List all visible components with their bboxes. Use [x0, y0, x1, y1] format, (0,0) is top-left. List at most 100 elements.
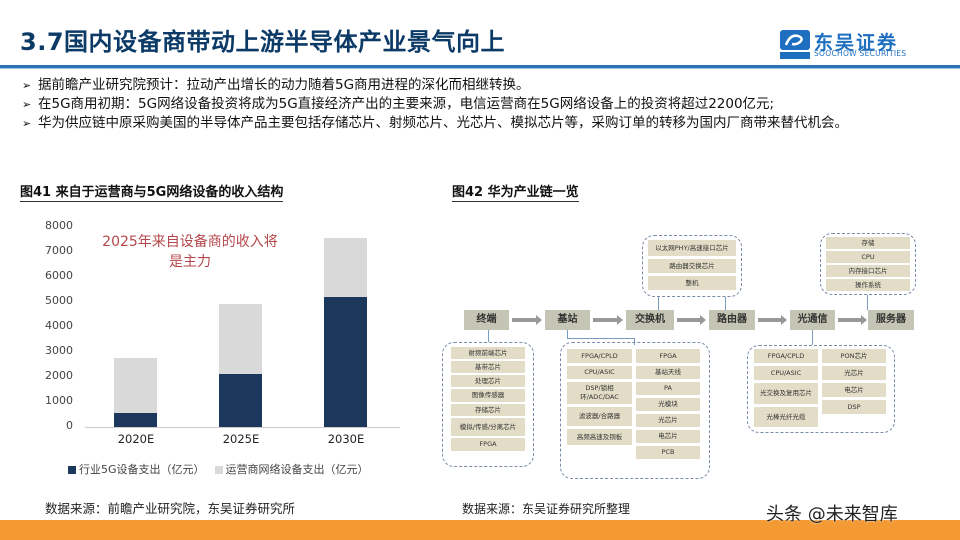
group-cell: 图像传感器: [451, 389, 525, 402]
y-tick: 0: [66, 419, 73, 432]
group-cell: 滤波器/合路器: [567, 407, 632, 426]
y-tick: 2000: [45, 369, 73, 382]
arrow-right-icon: [758, 315, 787, 325]
flow-node-terminal: 终端: [464, 310, 509, 330]
arrow-bullet-icon: ➢: [22, 79, 32, 92]
connector: [725, 297, 726, 310]
connector: [567, 338, 634, 339]
industry-chain-diagram: 以太网PHY/高速接口芯片 路由器交换芯片 整机 存储 CPU 内存接口芯片 操…: [430, 225, 950, 490]
connector: [567, 330, 568, 338]
group-cell: FPGA/CPLD: [754, 349, 818, 363]
group-cell: FPGA: [451, 438, 525, 451]
legend-item: 行业5G设备支出（亿元）: [68, 461, 205, 477]
watermark: 头条 @未来智库: [766, 504, 898, 525]
bar-2030-operator: [324, 238, 367, 297]
arrow-right-icon: [677, 315, 706, 325]
y-tick: 8000: [45, 219, 73, 232]
group-cell: 整机: [648, 276, 736, 290]
x-axis: [85, 427, 400, 428]
basestation-group: FPGA/CPLD CPU/ASIC DSP/锁相环/ADC/DAC 滤波器/合…: [560, 342, 710, 479]
arrow-bullet-icon: ➢: [22, 98, 32, 111]
switch-router-group: 以太网PHY/高速接口芯片 路由器交换芯片 整机: [642, 235, 742, 297]
arrow-right-icon: [512, 315, 542, 325]
logo-chinese-name: 东吴证券: [814, 32, 899, 54]
arrow-right-icon: [838, 315, 867, 325]
group-cell: DSP: [822, 400, 886, 414]
server-group: 存储 CPU 内存接口芯片 操作系统: [820, 233, 916, 295]
group-cell: 基站天线: [636, 366, 700, 379]
bullet-item: ➢ 华为供应链中原采购美国的半导体产品主要包括存储芯片、射频芯片、光芯片、模拟芯片…: [22, 115, 848, 131]
terminal-group: 射频前端芯片 基带芯片 处理芯片 图像传感器 存储芯片 模拟/传感/分离芯片 F…: [442, 342, 534, 467]
company-logo: 东吴证券 SOOCHOW SECURITIES: [780, 30, 950, 62]
group-cell: FPGA/CPLD: [567, 349, 632, 363]
legend-swatch-icon: [214, 466, 223, 474]
figure41-source: 数据来源：前瞻产业研究院，东吴证券研究所: [45, 501, 296, 516]
group-cell: 高频高速及铜板: [567, 429, 632, 445]
figure42-title: 图42 华为产业链一览: [452, 181, 579, 202]
figure41-title: 图41 来自于运营商与5G网络设备的收入结构: [20, 181, 284, 202]
group-cell: PA: [636, 382, 700, 395]
header-divider-light: [0, 68, 960, 69]
x-label: 2030E: [327, 432, 365, 446]
optical-group: FPGA/CPLD CPU/ASIC 光交换及复用芯片 光棒光纤光缆 PON芯片…: [747, 345, 895, 433]
group-cell: 光芯片: [822, 366, 886, 380]
group-cell: 存储芯片: [451, 404, 525, 416]
group-cell: 光模块: [636, 398, 700, 411]
bullet-item: ➢ 据前瞻产业研究院预计：拉动产出增长的动力随着5G商用进程的深化而相继转换。: [22, 77, 530, 93]
group-cell: CPU: [826, 251, 910, 263]
connector: [867, 295, 868, 310]
group-cell: 基带芯片: [451, 361, 525, 373]
header-divider: [0, 65, 960, 68]
group-cell: 存储: [826, 237, 910, 249]
group-cell: PCB: [636, 446, 700, 459]
group-cell: DSP/锁相环/ADC/DAC: [567, 382, 632, 404]
bullet-item: ➢ 在5G商用初期：5G网络设备投资将成为5G直接经济产出的主要来源，电信运营商在…: [22, 96, 775, 112]
connector: [658, 297, 659, 310]
stacked-bar-chart: 8000 7000 6000 5000 4000 3000 2000 1000 …: [30, 210, 410, 480]
group-cell: 光芯片: [636, 414, 700, 427]
connector: [812, 330, 813, 345]
bullet-list: ➢ 据前瞻产业研究院预计：拉动产出增长的动力随着5G商用进程的深化而相继转换。 ➢…: [22, 76, 942, 133]
group-cell: 电芯片: [636, 430, 700, 443]
group-cell: 操作系统: [826, 279, 910, 291]
group-cell: 光交换及复用芯片: [754, 383, 818, 404]
bar-2030-industry: [324, 297, 367, 427]
group-cell: 模拟/传感/分离芯片: [451, 418, 525, 436]
group-cell: CPU/ASIC: [754, 366, 818, 380]
flow-node-optical: 光通信: [790, 310, 835, 330]
y-tick: 4000: [45, 319, 73, 332]
group-cell: 内存接口芯片: [826, 265, 910, 277]
legend-swatch-icon: [68, 466, 76, 474]
group-cell: 光棒光纤光缆: [754, 407, 818, 427]
arrow-bullet-icon: ➢: [22, 117, 32, 130]
y-tick: 5000: [45, 294, 73, 307]
group-cell: 射频前端芯片: [451, 347, 525, 359]
bar-2025-industry: [219, 374, 262, 427]
chart-legend: 行业5G设备支出（亿元） 运营商网络设备支出（亿元）: [68, 461, 369, 477]
bar-2020-industry: [114, 413, 157, 427]
chart-annotation: 2025年来自设备商的收入将是主力: [102, 234, 278, 270]
bar-2025-operator: [219, 304, 262, 374]
group-cell: 以太网PHY/高速接口芯片: [648, 240, 736, 256]
figure42-source: 数据来源：东吴证券研究所整理: [462, 502, 631, 516]
group-cell: 电芯片: [822, 383, 886, 397]
x-label: 2025E: [222, 432, 260, 446]
flow-node-switch: 交换机: [626, 310, 674, 330]
arrow-right-icon: [593, 315, 623, 325]
page-title: 3.7国内设备商带动上游半导体产业景气向上: [20, 28, 506, 56]
y-tick: 3000: [45, 344, 73, 357]
group-cell: FPGA: [636, 349, 700, 363]
group-cell: PON芯片: [822, 349, 886, 363]
group-cell: CPU/ASIC: [567, 366, 632, 379]
flow-node-server: 服务器: [868, 310, 914, 330]
group-cell: 处理芯片: [451, 375, 525, 387]
connector: [634, 338, 635, 345]
footer-bar: [0, 520, 960, 540]
group-cell: 路由器交换芯片: [648, 259, 736, 273]
bar-2020-operator: [114, 358, 157, 413]
logo-english-name: SOOCHOW SECURITIES: [814, 49, 907, 58]
connector: [488, 330, 489, 342]
flow-node-basestation: 基站: [545, 310, 590, 330]
y-tick: 6000: [45, 269, 73, 282]
legend-item: 运营商网络设备支出（亿元）: [214, 461, 369, 477]
